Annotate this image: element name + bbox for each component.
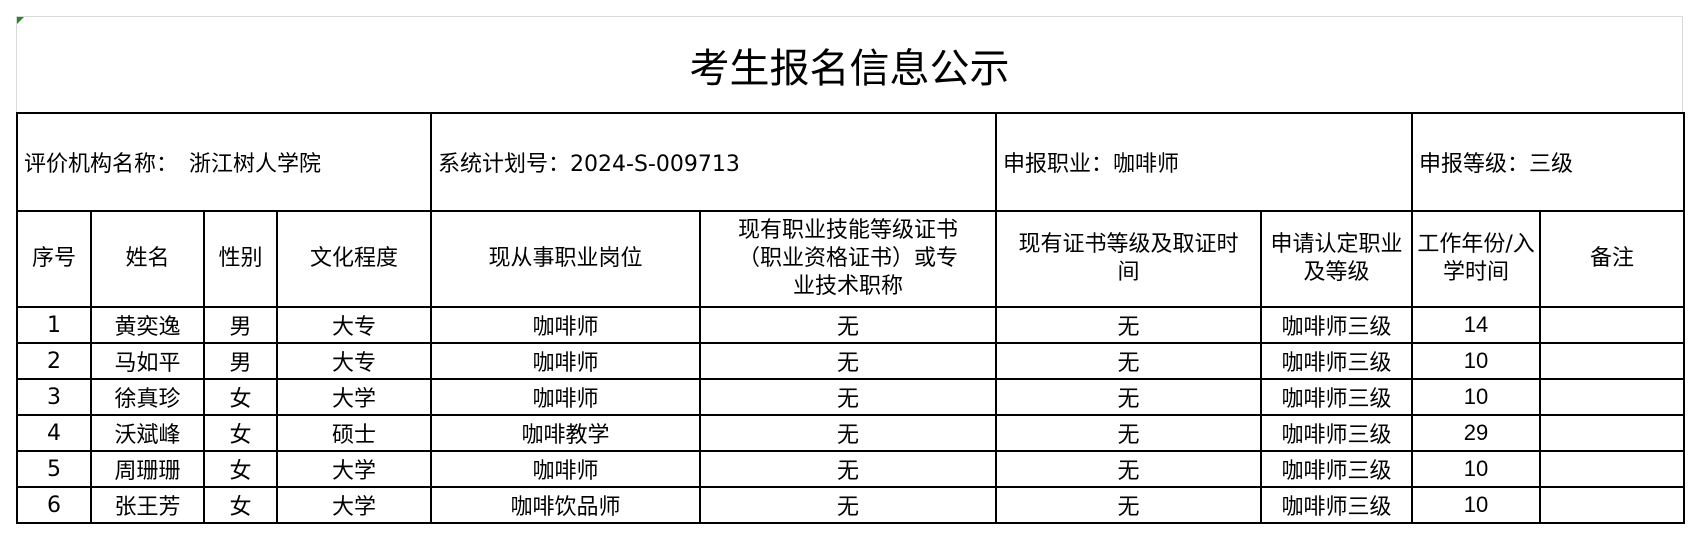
certificate-cell[interactable]: 无 [699, 378, 998, 416]
seq-cell[interactable]: 6 [16, 486, 92, 524]
name-cell[interactable]: 张王芳 [90, 486, 205, 524]
job-cell[interactable]: 咖啡师 [430, 450, 702, 488]
header-cell[interactable]: 文化程度 [275, 210, 433, 308]
certificate-cell[interactable]: 无 [699, 486, 998, 524]
apply-level-cell[interactable]: 咖啡师三级 [1260, 342, 1414, 380]
table-row: 3 徐真珍女大学 咖啡师无无咖啡师三级 10 [16, 378, 1686, 416]
gender-cell[interactable]: 男 [203, 342, 278, 380]
level-cell[interactable]: 申报等级：三级 [1411, 112, 1686, 212]
header-cell[interactable]: 性别 [203, 210, 278, 308]
certificate-time-cell[interactable]: 无 [995, 486, 1263, 524]
header-cell[interactable]: 现有证书等级及取证时间 [995, 210, 1263, 308]
note-cell[interactable] [1539, 486, 1686, 524]
years-cell[interactable]: 29 [1411, 414, 1542, 452]
name-cell[interactable]: 沃斌峰 [90, 414, 205, 452]
years-cell[interactable]: 10 [1411, 342, 1542, 380]
certificate-time-cell[interactable]: 无 [995, 342, 1263, 380]
certificate-cell[interactable]: 无 [699, 414, 998, 452]
apply-level-cell[interactable]: 咖啡师三级 [1260, 378, 1414, 416]
cell-marker-icon [17, 17, 24, 24]
certificate-time-cell[interactable]: 无 [995, 414, 1263, 452]
note-cell[interactable] [1539, 306, 1686, 344]
years-cell[interactable]: 10 [1411, 378, 1542, 416]
note-cell[interactable] [1539, 414, 1686, 452]
seq-cell[interactable]: 1 [16, 306, 92, 344]
registration-table: 评价机构名称： 浙江树人学院 系统计划号：2024-S-009713 申报职业：… [15, 112, 1686, 524]
apply-level-cell[interactable]: 咖啡师三级 [1260, 306, 1414, 344]
apply-level-cell[interactable]: 咖啡师三级 [1260, 450, 1414, 488]
name-cell[interactable]: 马如平 [90, 342, 205, 380]
seq-cell[interactable]: 3 [16, 378, 92, 416]
table-row: 4 沃斌峰女硕士 咖啡教学无无咖啡师三级 29 [16, 414, 1686, 452]
header-cell[interactable]: 姓名 [90, 210, 205, 308]
note-cell[interactable] [1539, 450, 1686, 488]
plan-number-cell[interactable]: 系统计划号：2024-S-009713 [430, 112, 998, 212]
seq-cell[interactable]: 5 [16, 450, 92, 488]
education-cell[interactable]: 大学 [275, 486, 433, 524]
gender-cell[interactable]: 女 [203, 414, 278, 452]
certificate-cell[interactable]: 无 [699, 342, 998, 380]
education-cell[interactable]: 大学 [275, 378, 433, 416]
title-cell[interactable]: 考生报名信息公示 [16, 16, 1683, 112]
seq-cell[interactable]: 4 [16, 414, 92, 452]
apply-level-cell[interactable]: 咖啡师三级 [1260, 414, 1414, 452]
header-cell[interactable]: 现从事职业岗位 [430, 210, 702, 308]
job-cell[interactable]: 咖啡师 [430, 342, 702, 380]
gender-cell[interactable]: 女 [203, 378, 278, 416]
page-title: 考生报名信息公示 [689, 45, 1010, 92]
education-cell[interactable]: 大专 [275, 306, 433, 344]
job-cell[interactable]: 咖啡饮品师 [430, 486, 702, 524]
header-cell[interactable]: 申请认定职业及等级 [1260, 210, 1414, 308]
certificate-time-cell[interactable]: 无 [995, 378, 1263, 416]
institution-cell[interactable]: 评价机构名称： 浙江树人学院 [15, 112, 433, 212]
header-cell[interactable]: 现有职业技能等级证书（职业资格证书）或专业技术职称 [699, 210, 998, 308]
note-cell[interactable] [1539, 378, 1686, 416]
years-cell[interactable]: 10 [1411, 450, 1542, 488]
spreadsheet: 考生报名信息公示 评价机构名称： 浙江树人学院 系统计划号：2024-S-009… [15, 16, 1686, 524]
job-cell[interactable]: 咖啡师 [430, 306, 702, 344]
table-row: 6 张王芳女大学 咖啡饮品师无无咖啡师三级 10 [16, 486, 1686, 524]
certificate-time-cell[interactable]: 无 [995, 306, 1263, 344]
info-row: 评价机构名称： 浙江树人学院 系统计划号：2024-S-009713 申报职业：… [15, 112, 1686, 212]
education-cell[interactable]: 大学 [275, 450, 433, 488]
certificate-time-cell[interactable]: 无 [995, 450, 1263, 488]
name-cell[interactable]: 黄奕逸 [90, 306, 205, 344]
occupation-cell[interactable]: 申报职业：咖啡师 [995, 112, 1414, 212]
header-cell[interactable]: 工作年份/入学时间 [1411, 210, 1542, 308]
header-cell[interactable]: 序号 [16, 210, 92, 308]
years-cell[interactable]: 14 [1411, 306, 1542, 344]
gender-cell[interactable]: 女 [203, 450, 278, 488]
job-cell[interactable]: 咖啡教学 [430, 414, 702, 452]
seq-cell[interactable]: 2 [16, 342, 92, 380]
name-cell[interactable]: 周珊珊 [90, 450, 205, 488]
header-cell[interactable]: 备注 [1539, 210, 1686, 308]
table-row: 1 黄奕逸男大专 咖啡师无无咖啡师三级 14 [16, 306, 1686, 344]
table-row: 2 马如平男大专 咖啡师无无咖啡师三级 10 [16, 342, 1686, 380]
header-row: 序号 姓名 性别 文化程度 现从事职业岗位 现有职业技能等级证书（职业资格证书）… [16, 210, 1686, 308]
job-cell[interactable]: 咖啡师 [430, 378, 702, 416]
apply-level-cell[interactable]: 咖啡师三级 [1260, 486, 1414, 524]
education-cell[interactable]: 硕士 [275, 414, 433, 452]
gender-cell[interactable]: 男 [203, 306, 278, 344]
note-cell[interactable] [1539, 342, 1686, 380]
certificate-cell[interactable]: 无 [699, 306, 998, 344]
certificate-cell[interactable]: 无 [699, 450, 998, 488]
education-cell[interactable]: 大专 [275, 342, 433, 380]
years-cell[interactable]: 10 [1411, 486, 1542, 524]
table-row: 5 周珊珊女大学 咖啡师无无咖啡师三级 10 [16, 450, 1686, 488]
gender-cell[interactable]: 女 [203, 486, 278, 524]
name-cell[interactable]: 徐真珍 [90, 378, 205, 416]
